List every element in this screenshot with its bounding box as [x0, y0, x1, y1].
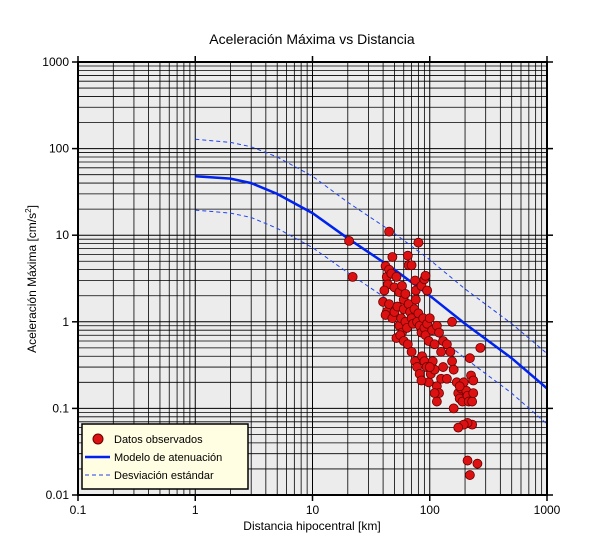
data-point — [410, 275, 421, 286]
data-point — [448, 403, 459, 414]
data-point — [379, 285, 390, 296]
data-point — [436, 346, 447, 357]
y-axis-label-sup: 2 — [24, 208, 33, 213]
data-point — [468, 375, 479, 386]
data-point — [402, 250, 413, 261]
data-point — [438, 362, 449, 372]
data-point — [397, 280, 407, 291]
data-point — [344, 235, 354, 246]
data-point — [464, 470, 475, 480]
x-axis-label: Distancia hipocentral [km] — [243, 519, 380, 533]
legend-label-model: Modelo de atenuación — [114, 452, 222, 464]
deviation-band — [195, 138, 548, 425]
data-point — [431, 396, 442, 407]
y-tick-label: 0.01 — [46, 488, 70, 502]
data-point — [454, 381, 465, 392]
data-point — [464, 353, 475, 364]
legend-label-observed: Datos observados — [114, 434, 203, 446]
data-point — [424, 313, 435, 324]
data-point — [447, 316, 457, 327]
x-tick-labels: 0.1 1 10 100 1000 — [70, 503, 561, 517]
data-point — [462, 455, 473, 466]
data-point — [384, 299, 394, 310]
deviation-upper-line — [195, 138, 548, 354]
x-tick-label: 1000 — [534, 503, 561, 517]
deviation-lower-line — [195, 209, 548, 425]
data-point — [445, 346, 456, 357]
y-tick-label: 100 — [49, 142, 69, 156]
y-axis-label-base: Aceleración Máxima [cm/s — [25, 213, 39, 353]
data-point — [441, 373, 452, 384]
grid — [77, 62, 547, 496]
y-axis-label: Aceleración Máxima [cm/s2] — [24, 205, 39, 353]
legend-marker-observed — [92, 433, 104, 445]
y-tick-label: 1 — [62, 315, 69, 329]
data-point — [347, 271, 358, 282]
data-point — [434, 327, 444, 338]
data-point — [472, 458, 483, 469]
data-point — [406, 260, 417, 271]
data-point — [429, 339, 440, 350]
data-point — [416, 375, 427, 386]
data-point — [384, 226, 394, 237]
data-point — [391, 271, 402, 282]
data-point — [448, 364, 459, 375]
data-point — [467, 396, 478, 407]
x-tick-label: 100 — [420, 503, 440, 517]
data-point — [453, 422, 464, 433]
data-point — [475, 342, 486, 353]
data-point — [413, 237, 424, 248]
data-point — [424, 362, 435, 372]
data-point — [429, 388, 440, 399]
data-point — [387, 252, 398, 262]
data-point — [406, 346, 417, 357]
data-point — [447, 356, 457, 367]
data-point — [468, 388, 479, 399]
data-point — [410, 294, 421, 305]
axis-ticks — [72, 56, 553, 501]
data-point — [420, 270, 431, 281]
legend-label-deviation: Desviación estándar — [114, 470, 214, 482]
data-point — [400, 288, 411, 299]
legend: Datos observados Modelo de atenuación De… — [81, 423, 249, 490]
y-tick-labels: 0.01 0.1 1 10 100 1000 — [42, 55, 69, 502]
y-tick-label: 1000 — [42, 55, 69, 69]
chart-title: Aceleración Máxima vs Distancia — [209, 31, 415, 47]
data-point — [422, 285, 433, 296]
y-axis-label-close: ] — [25, 205, 39, 208]
y-tick-label: 10 — [56, 228, 70, 242]
x-tick-label: 0.1 — [70, 503, 87, 517]
observed-points — [344, 226, 486, 480]
x-tick-label: 1 — [192, 503, 199, 517]
y-tick-label: 0.1 — [52, 401, 69, 415]
x-tick-label: 10 — [306, 503, 320, 517]
